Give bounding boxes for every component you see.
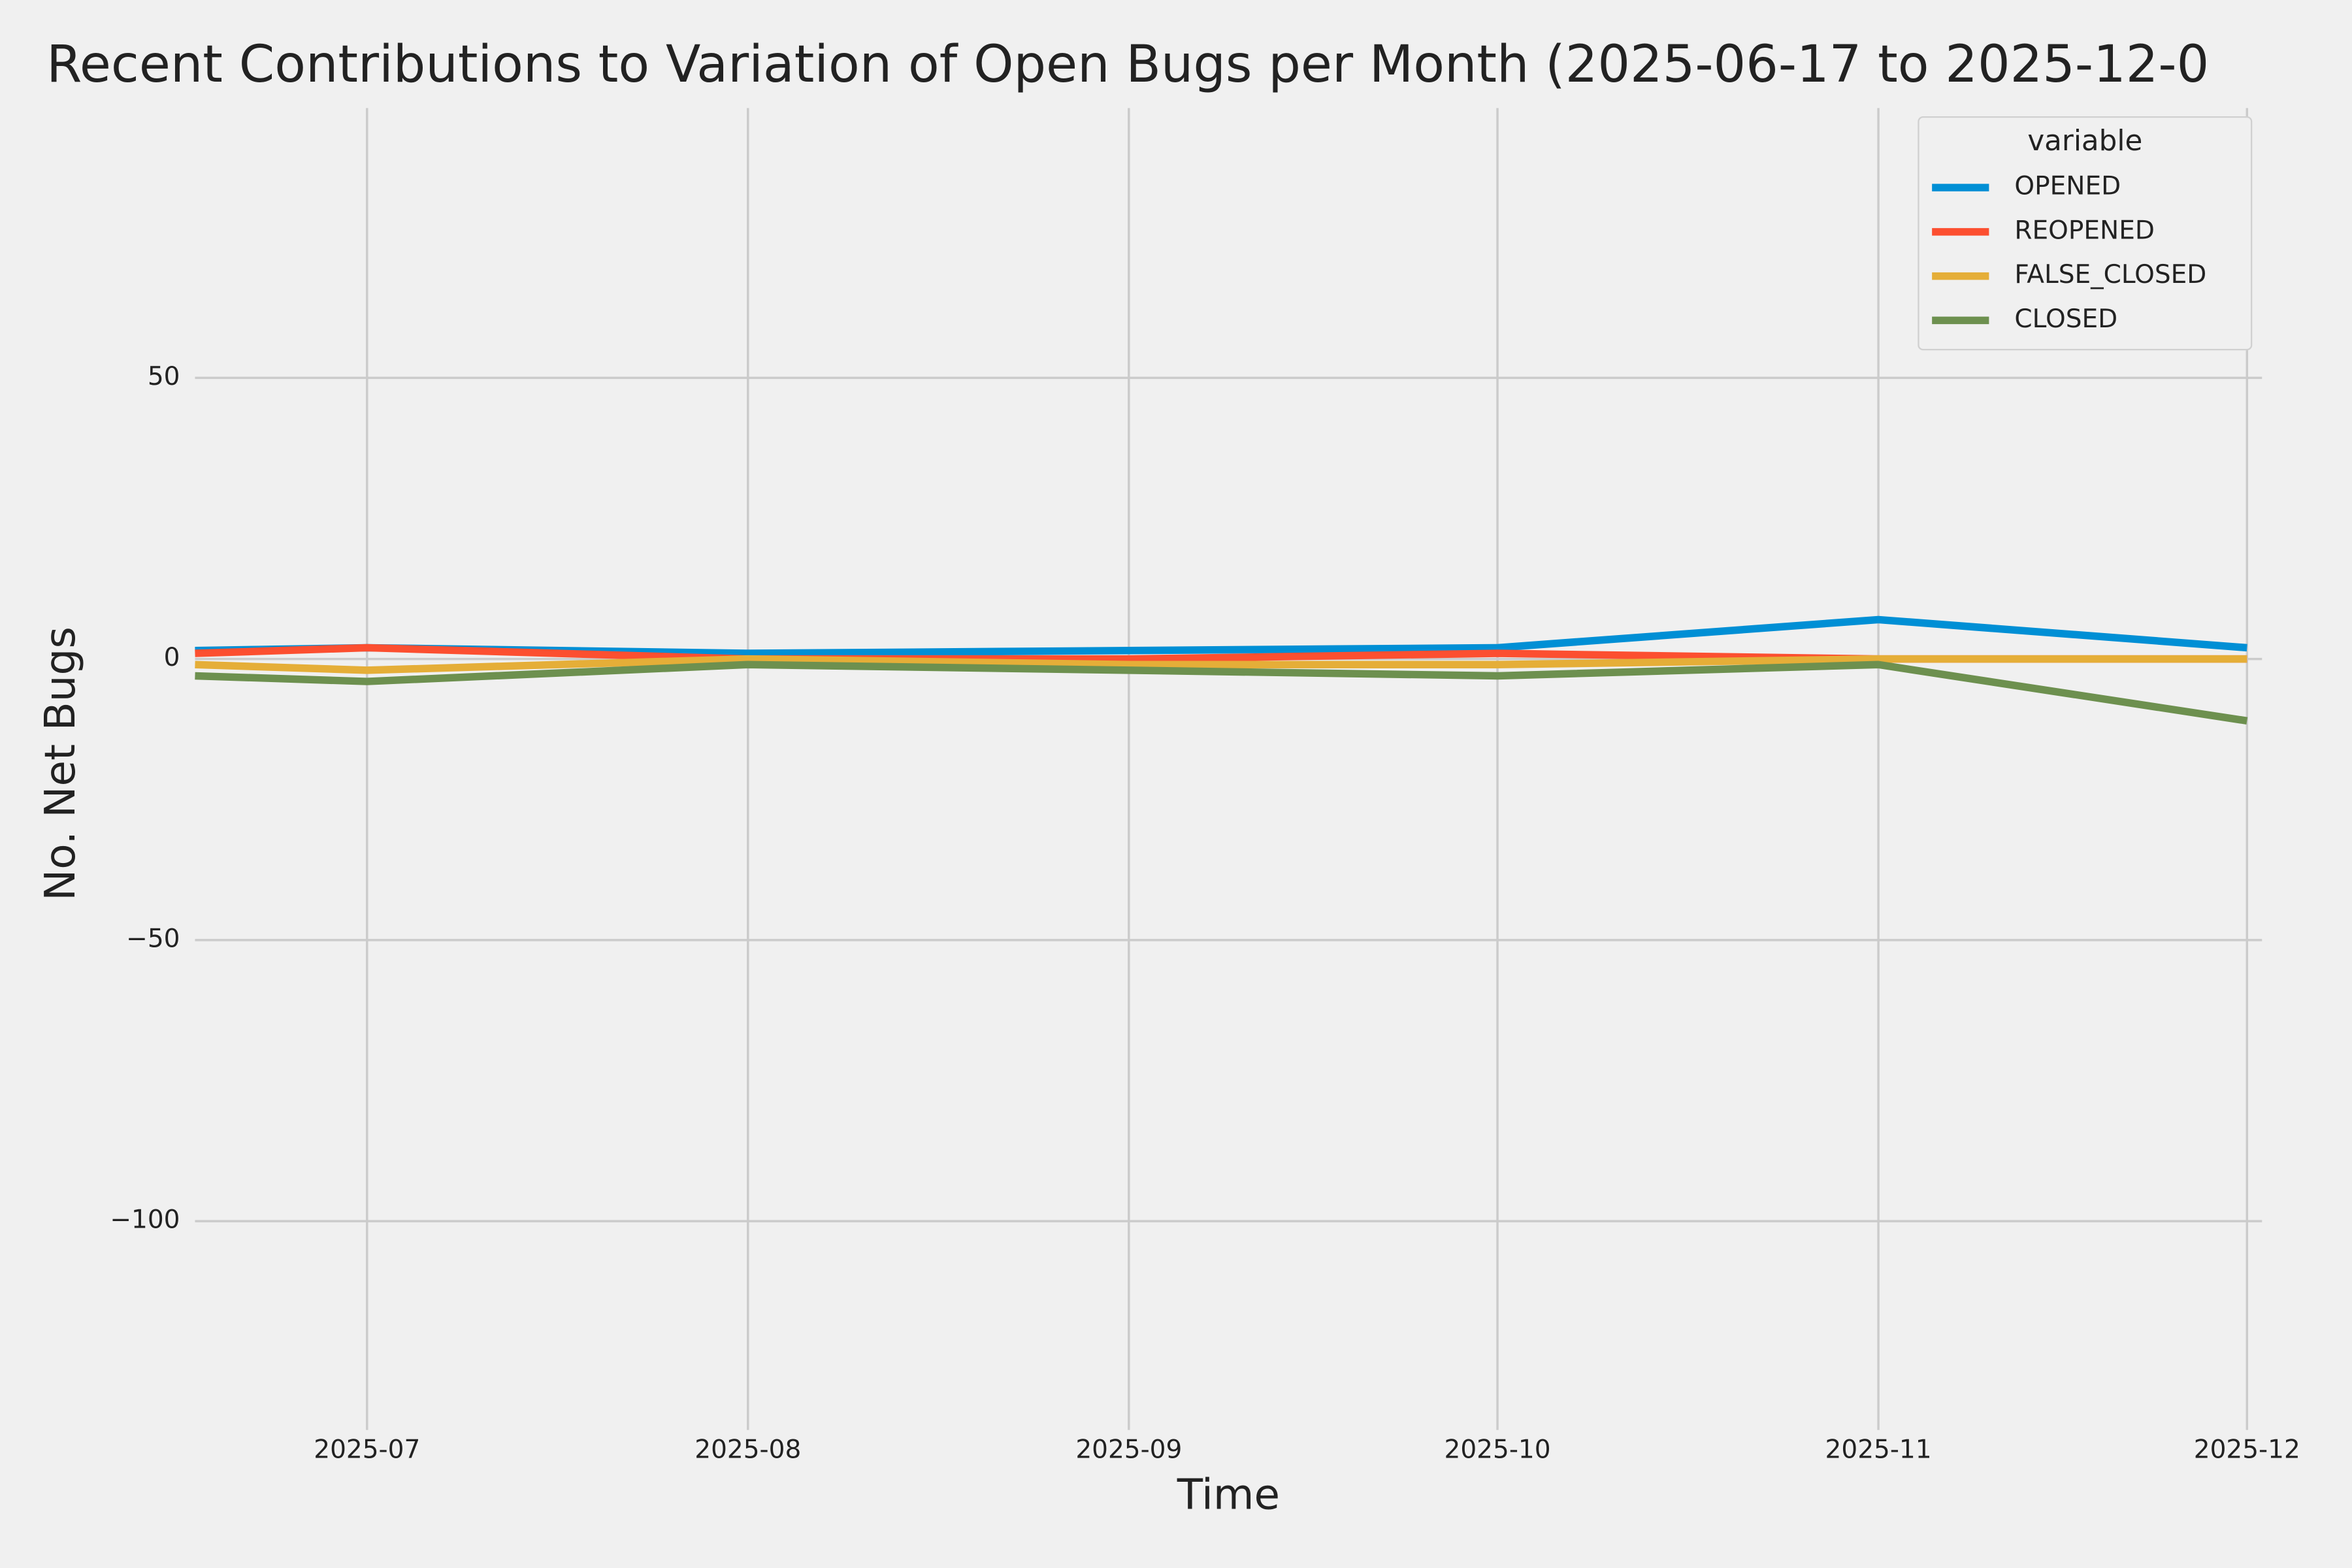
legend-title: variable xyxy=(2027,125,2142,157)
y-tick-label: −50 xyxy=(126,924,180,953)
lines xyxy=(195,615,2248,725)
legend-label: OPENED xyxy=(2014,172,2121,201)
series-line xyxy=(195,661,2248,725)
legend: variable OPENED REOPENED FALSE_CLOSED CLOSE… xyxy=(1918,116,2253,351)
x-tick-label: 2025-08 xyxy=(694,1435,801,1464)
x-tick-label: 2025-12 xyxy=(2194,1435,2300,1464)
legend-label: REOPENED xyxy=(2014,216,2154,245)
series-line xyxy=(195,655,2247,674)
legend-box xyxy=(1918,116,2253,351)
x-tick-label: 2025-11 xyxy=(1825,1435,1932,1464)
legend-label: FALSE_CLOSED xyxy=(2014,260,2206,289)
y-tick-label: 50 xyxy=(148,362,180,391)
x-tick-label: 2025-10 xyxy=(1445,1435,1551,1464)
x-tick-label: 2025-09 xyxy=(1075,1435,1182,1464)
y-axis-label: No. Net Bugs xyxy=(36,627,85,901)
x-tick-label: 2025-07 xyxy=(314,1435,420,1464)
x-axis-label: Time xyxy=(1177,1471,1280,1520)
y-tick-label: −100 xyxy=(110,1205,180,1235)
legend-label: CLOSED xyxy=(2014,304,2117,334)
chart-title: Recent Contributions to Variation of Ope… xyxy=(46,35,2209,94)
y-tick-label: 0 xyxy=(164,643,180,672)
